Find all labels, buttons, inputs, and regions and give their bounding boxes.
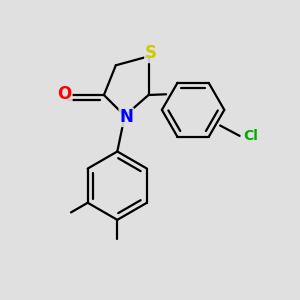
Text: O: O xyxy=(58,85,72,103)
Text: Cl: Cl xyxy=(244,129,258,143)
Text: S: S xyxy=(145,44,157,62)
Text: N: N xyxy=(119,108,133,126)
